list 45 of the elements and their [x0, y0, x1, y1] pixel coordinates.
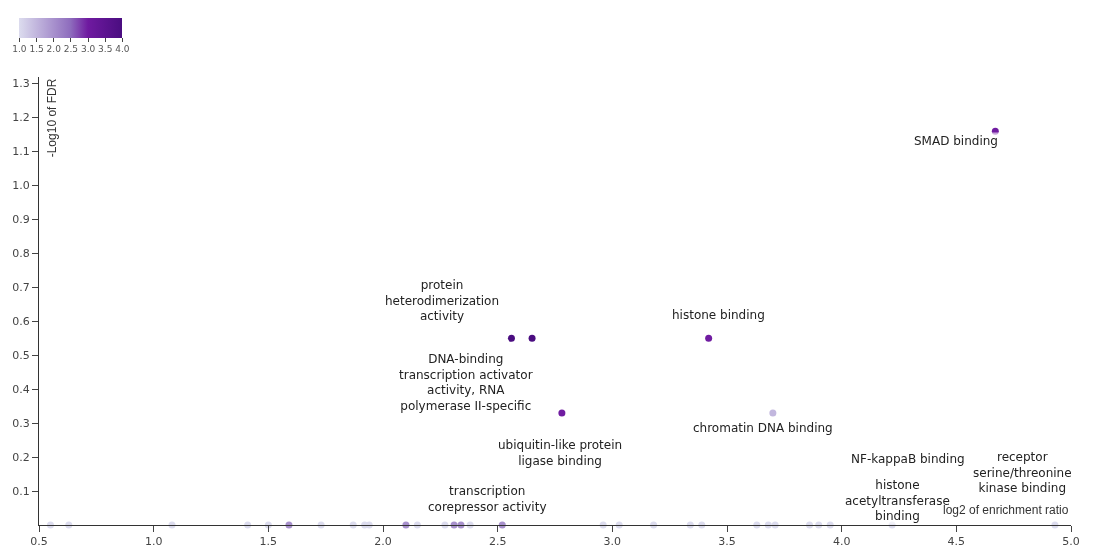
x-tick-label: 5.0	[1062, 535, 1080, 549]
y-axis-title: -Log10 of FDR	[44, 78, 59, 158]
y-tick-label: 0.8	[12, 247, 30, 261]
annotation: protein heterodimerization activity	[385, 278, 500, 324]
point	[507, 334, 515, 342]
color-bar-label: 3.5	[98, 44, 113, 55]
y-tick-label: 1.0	[12, 179, 30, 193]
color-bar-label: 2.5	[63, 44, 79, 55]
color-bar-label: 1.5	[29, 44, 44, 55]
annotation: NF-kappaB binding	[851, 452, 965, 466]
y-tick-label: 0.6	[12, 315, 30, 329]
x-tick-label: 2.0	[374, 535, 392, 549]
point	[558, 409, 566, 417]
y-tick-label: 1.1	[12, 145, 30, 159]
annotation: DNA-binding transcription activator activity, RNA polymerase II-specific	[399, 352, 533, 413]
point	[528, 334, 536, 342]
color-bar-label: 3.0	[80, 44, 96, 55]
point	[991, 127, 999, 135]
point	[769, 409, 777, 417]
x-tick-label: 2.5	[488, 535, 507, 549]
x-tick-label: 1.5	[259, 535, 278, 549]
x-tick-label: 4.0	[832, 535, 851, 549]
y-tick-label: 1.3	[12, 77, 30, 91]
annotation: chromatin DNA binding	[693, 421, 833, 435]
x-tick-label: 1.0	[144, 535, 163, 549]
annotation: histone binding	[672, 308, 765, 322]
y-tick-label: 0.1	[12, 484, 30, 498]
annotation: ubiquitin-like protein ligase binding	[498, 438, 623, 468]
y-tick-label: 0.7	[12, 281, 30, 295]
y-tick-label: 0.2	[12, 450, 30, 464]
y-tick-label: 0.3	[12, 416, 30, 430]
x-tick-label: 4.5	[947, 535, 966, 549]
y-tick-label: 0.5	[12, 349, 30, 363]
y-tick-label: 0.9	[12, 213, 30, 227]
x-tick-label: 3.0	[603, 535, 622, 549]
point	[705, 334, 713, 342]
x-tick-label: 3.5	[718, 535, 736, 549]
annotation: receptor serine/threonine kinase binding	[973, 450, 1072, 496]
x-tick-label: 0.5	[30, 535, 48, 549]
color-bar-label: 2.0	[46, 44, 62, 55]
color-bar-label: 4.0	[115, 44, 130, 55]
annotation: transcription corepressor activity	[428, 484, 547, 514]
y-tick-label: 1.2	[12, 111, 30, 125]
y-tick-label: 0.4	[12, 383, 30, 397]
annotation: SMAD binding	[914, 134, 998, 148]
